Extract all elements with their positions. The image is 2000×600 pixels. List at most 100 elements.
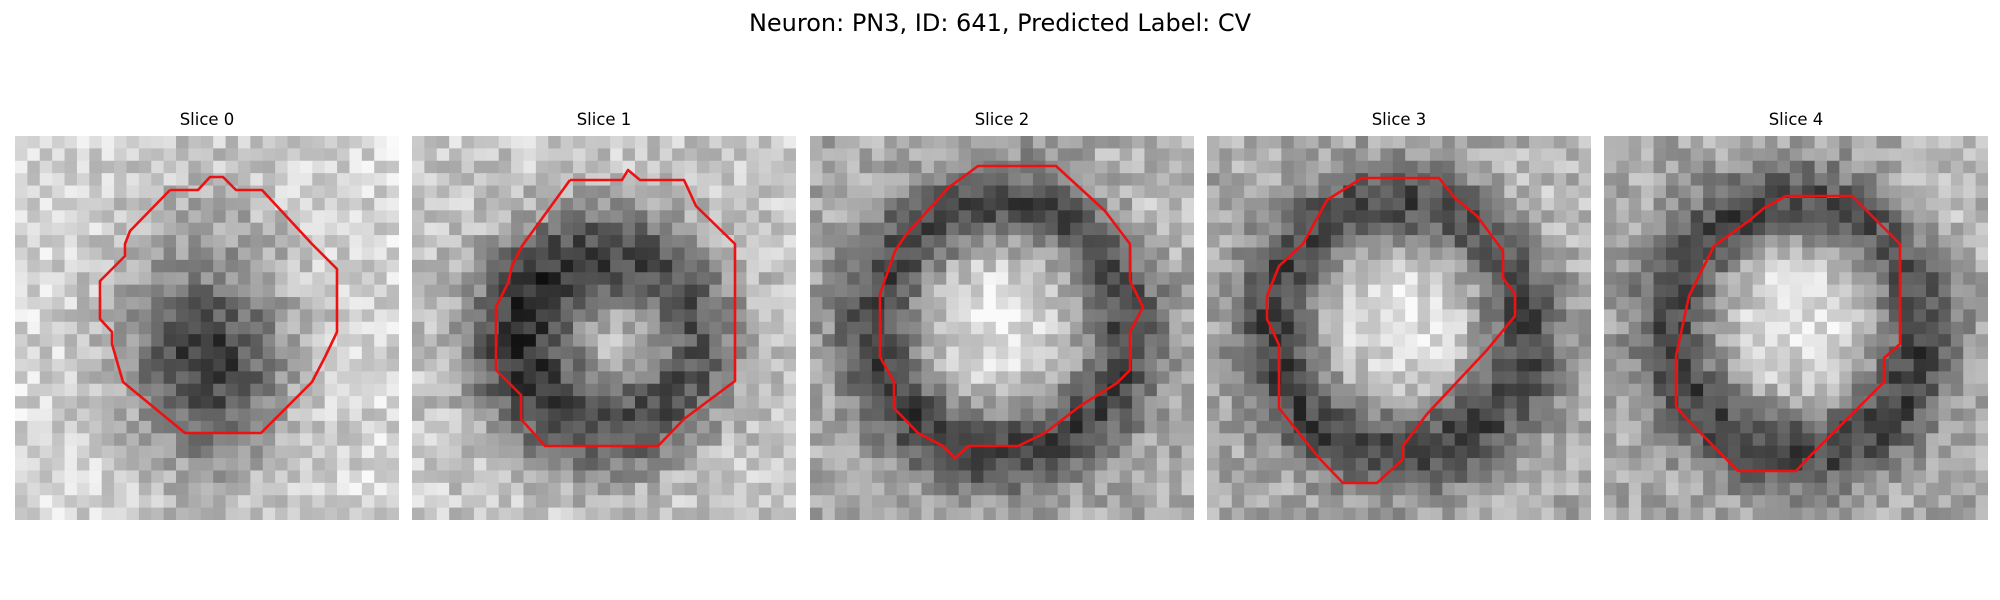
pixel [1789,371,1803,385]
pixel [1802,247,1816,261]
slice-title-0: Slice 0 [179,110,235,129]
pixel [114,197,128,211]
pixel [151,222,165,236]
pixel [299,259,313,273]
pixel [374,222,388,236]
pixel [1343,482,1357,496]
pixel [734,173,748,187]
pixel [560,408,574,422]
pixel [684,136,698,149]
pixel [896,408,910,422]
pixel [1653,433,1667,447]
pixel [89,371,103,385]
pixel [486,321,500,335]
pixel [810,371,823,385]
pixel [461,197,475,211]
pixel [1380,173,1394,187]
pixel [1268,235,1282,249]
pixel [1392,284,1406,298]
pixel [1740,197,1754,211]
pixel [634,247,648,261]
pixel [1119,470,1133,484]
pixel [847,458,861,472]
pixel [548,321,562,335]
pixel [1256,445,1270,459]
pixel [1057,458,1071,472]
pixel [461,507,475,520]
pixel [1616,148,1630,162]
pixel [1814,272,1828,286]
pixel [1207,284,1220,298]
pixel [1020,495,1034,509]
pixel [822,482,836,496]
pixel [250,482,264,496]
pixel [1491,420,1505,434]
pixel [847,297,861,311]
pixel [52,160,66,174]
pixel [412,284,425,298]
pixel [1963,371,1977,385]
pixel [337,284,351,298]
pixel [1653,247,1667,261]
pixel [1454,507,1468,520]
pixel [1132,173,1146,187]
pixel [1777,371,1791,385]
pixel [1938,210,1952,224]
pixel [1355,495,1369,509]
pixel [237,321,251,335]
pixel [1504,259,1518,273]
pixel [1008,420,1022,434]
pixel [486,420,500,434]
pixel [871,445,885,459]
pixel [412,470,425,484]
pixel [1330,507,1344,520]
pixel [871,148,885,162]
pixel [386,160,399,174]
pixel [412,173,425,187]
pixel [1020,272,1034,286]
pixel [1355,148,1369,162]
pixel [560,272,574,286]
pixel [486,210,500,224]
pixel [1244,495,1258,509]
pixel [1802,334,1816,348]
pixel [1479,185,1493,199]
pixel [188,148,202,162]
pixel [1132,148,1146,162]
pixel [1616,235,1630,249]
pixel [1231,507,1245,520]
pixel [163,284,177,298]
pixel [1839,197,1853,211]
pixel [1653,334,1667,348]
pixel [884,433,898,447]
pixel [896,420,910,434]
pixel [498,321,512,335]
pixel [1789,284,1803,298]
pixel [1380,408,1394,422]
pixel [188,433,202,447]
pixel [1355,321,1369,335]
slice-title-3: Slice 3 [1371,110,1427,129]
pixel [958,445,972,459]
pixel [1665,334,1679,348]
pixel [1368,136,1382,149]
pixel [1144,346,1158,360]
pixel [585,371,599,385]
pixel [1467,383,1481,397]
pixel [1256,420,1270,434]
pixel [1727,272,1741,286]
pixel [1429,297,1443,311]
pixel [847,470,861,484]
pixel [52,185,66,199]
pixel [126,185,140,199]
pixel [1851,371,1865,385]
pixel [909,185,923,199]
pixel [101,458,115,472]
pixel [746,173,760,187]
pixel [783,346,796,360]
pixel [672,482,686,496]
pixel [287,383,301,397]
pixel [909,383,923,397]
pixel [622,247,636,261]
pixel [610,445,624,459]
